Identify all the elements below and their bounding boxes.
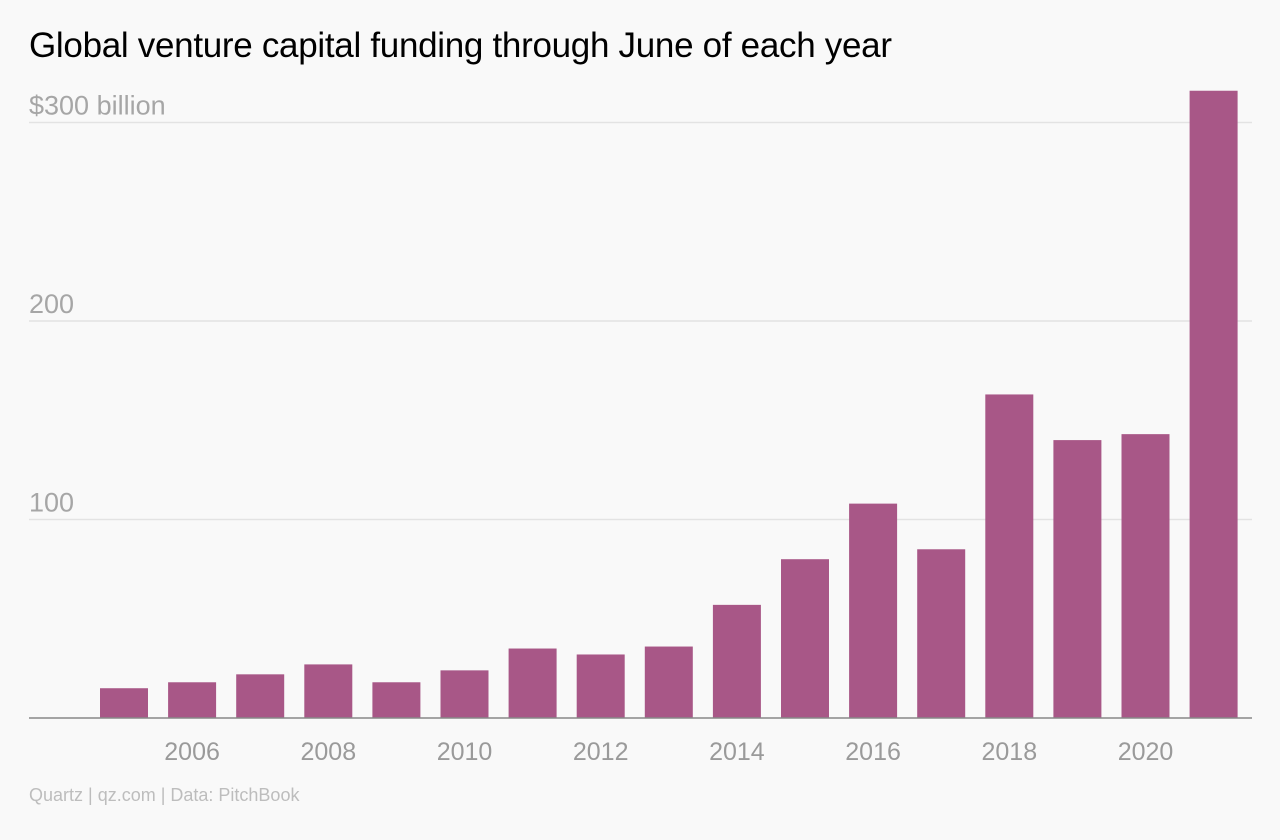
bar-2020 <box>1121 434 1170 718</box>
bar-2009 <box>372 682 421 718</box>
y-tick-label: 100 <box>29 488 74 518</box>
x-tick-label: 2014 <box>709 738 765 766</box>
bar-2017 <box>917 549 966 718</box>
bar-2021 <box>1189 90 1238 719</box>
bar-2015 <box>781 559 829 718</box>
y-tick-labels: 100 200 $300 billion <box>29 91 166 518</box>
x-tick-label: 2006 <box>164 738 220 766</box>
bar-2008 <box>304 664 353 718</box>
bar-2019 <box>1053 440 1102 718</box>
bar-2007 <box>236 674 285 718</box>
x-tick-labels: 2006 2008 2010 2012 2014 2016 2018 2020 <box>164 738 1173 766</box>
chart-title: Global venture capital funding through J… <box>29 26 892 65</box>
bars <box>100 90 1238 719</box>
x-tick-label: 2020 <box>1118 738 1174 766</box>
x-tick-label: 2008 <box>300 738 356 766</box>
bar-2013 <box>644 646 693 718</box>
bar-2012 <box>576 654 625 718</box>
x-tick-label: 2016 <box>845 738 901 766</box>
bar-2016 <box>849 503 898 718</box>
source-note: Quartz | qz.com | Data: PitchBook <box>29 785 300 805</box>
gridlines <box>29 121 1252 521</box>
bar-2010 <box>440 670 489 718</box>
bar-2014 <box>712 604 761 718</box>
y-tick-label: 200 <box>29 289 74 319</box>
x-tick-label: 2010 <box>437 738 493 766</box>
bar-2005 <box>100 688 148 718</box>
bar-2011 <box>508 648 557 718</box>
bar-2006 <box>168 682 217 718</box>
x-tick-label: 2012 <box>573 738 629 766</box>
y-tick-label: $300 billion <box>29 91 166 121</box>
bar-2018 <box>985 394 1034 718</box>
x-tick-label: 2018 <box>981 738 1037 766</box>
